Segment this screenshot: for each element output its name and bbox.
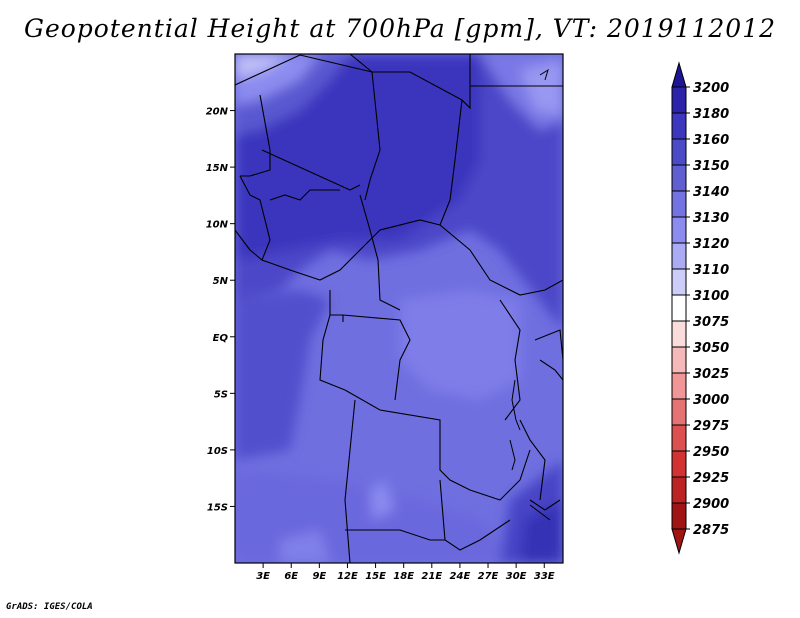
colorbar-segment bbox=[671, 294, 687, 322]
colorbar: 3200 3180 3160 3150 3140 3130 3120 3110 3100 3075… bbox=[671, 61, 729, 555]
borders bbox=[235, 54, 563, 563]
colorbar-label: 3200 bbox=[693, 81, 729, 96]
colorbar-label: 3140 bbox=[693, 185, 729, 200]
x-tick-label: 24E bbox=[450, 571, 471, 582]
x-tick-label: 18E bbox=[393, 571, 414, 582]
colorbar-segment bbox=[671, 242, 687, 270]
colorbar-arrow-top bbox=[671, 61, 687, 88]
colorbar-segment bbox=[671, 268, 687, 296]
colorbar-label: 2975 bbox=[693, 419, 729, 434]
colorbar-label: 2950 bbox=[693, 445, 729, 460]
map-frame bbox=[234, 53, 564, 564]
colorbar-label: 2875 bbox=[693, 523, 729, 538]
y-tick-label: EQ bbox=[213, 333, 229, 344]
colorbar-label: 3130 bbox=[693, 211, 729, 226]
colorbar-label: 3000 bbox=[693, 393, 729, 408]
x-tick-label: 15E bbox=[365, 571, 386, 582]
y-tick-label: 15S bbox=[207, 502, 228, 513]
colorbar-segment bbox=[671, 320, 687, 348]
x-tick-label: 6E bbox=[284, 571, 298, 582]
x-tick-label: 33E bbox=[534, 571, 555, 582]
colorbar-segment bbox=[671, 190, 687, 218]
y-tick-label: 20N bbox=[206, 107, 229, 118]
grads-credit: GrADS: IGES/COLA bbox=[6, 602, 93, 612]
colorbar-segment bbox=[671, 112, 687, 140]
colorbar-segment bbox=[671, 372, 687, 400]
y-tick-label: 5N bbox=[213, 276, 229, 287]
colorbar-segment bbox=[671, 502, 687, 530]
x-axis: 3E 6E 9E 12E 15E 18E 21E 24E 27E 30E 33E bbox=[256, 563, 555, 582]
colorbar-segment bbox=[671, 476, 687, 504]
y-tick-label: 15N bbox=[206, 163, 229, 174]
colorbar-label: 3025 bbox=[693, 367, 729, 382]
colorbar-label: 2900 bbox=[693, 497, 729, 512]
colorbar-label: 3180 bbox=[693, 107, 729, 122]
x-tick-label: 12E bbox=[337, 571, 358, 582]
x-tick-label: 21E bbox=[421, 571, 442, 582]
page-title: Geopotential Height at 700hPa [gpm], VT:… bbox=[23, 14, 777, 43]
colorbar-segment bbox=[671, 398, 687, 426]
colorbar-label: 3120 bbox=[693, 237, 729, 252]
colorbar-segment bbox=[671, 346, 687, 374]
y-tick-label: 5S bbox=[214, 389, 228, 400]
colorbar-segment bbox=[671, 216, 687, 244]
x-tick-label: 3E bbox=[256, 571, 270, 582]
height-field bbox=[235, 54, 563, 563]
colorbar-segment bbox=[671, 86, 687, 114]
colorbar-label: 3075 bbox=[693, 315, 729, 330]
colorbar-label: 2925 bbox=[693, 471, 729, 486]
colorbar-label: 3160 bbox=[693, 133, 729, 148]
colorbar-arrow-bottom bbox=[671, 528, 687, 555]
colorbar-label: 3150 bbox=[693, 159, 729, 174]
x-tick-label: 30E bbox=[506, 571, 527, 582]
x-tick-label: 9E bbox=[312, 571, 326, 582]
colorbar-segment bbox=[671, 164, 687, 192]
colorbar-label: 3110 bbox=[693, 263, 729, 278]
y-tick-label: 10S bbox=[207, 446, 228, 457]
colorbar-segment bbox=[671, 424, 687, 452]
x-tick-label: 27E bbox=[478, 571, 499, 582]
colorbar-segment bbox=[671, 138, 687, 166]
colorbar-segment bbox=[671, 450, 687, 478]
y-tick-label: 10N bbox=[206, 220, 229, 231]
lakes bbox=[509, 68, 551, 521]
colorbar-label: 3100 bbox=[693, 289, 729, 304]
y-axis: 20N 15N 10N 5N EQ 5S 10S 15S bbox=[206, 107, 235, 513]
colorbar-label: 3050 bbox=[693, 341, 729, 356]
